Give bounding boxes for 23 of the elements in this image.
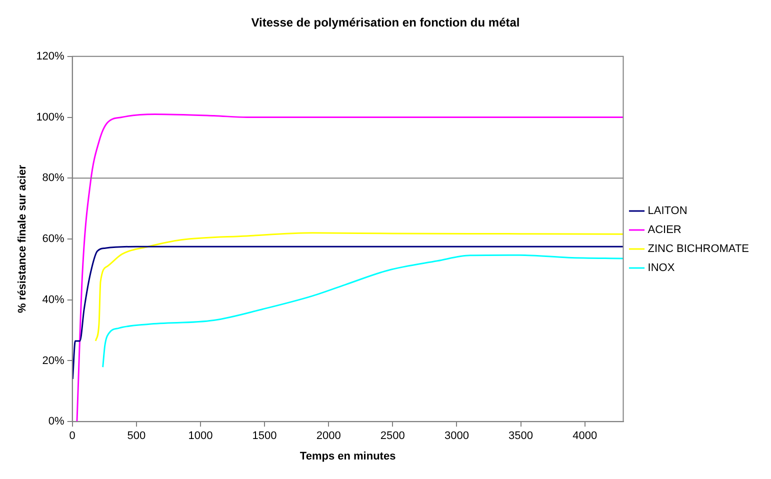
legend-label: ZINC BICHROMATE <box>648 243 750 256</box>
chart-title: Vitesse de polymérisation en fonction du métal <box>251 16 520 30</box>
y-tick-label: 20% <box>42 354 65 367</box>
legend-label: INOX <box>648 262 676 274</box>
legend-label: ACIER <box>648 224 682 236</box>
x-tick-label: 500 <box>127 430 146 442</box>
x-tick-label: 2000 <box>316 430 341 442</box>
x-tick-label: 4000 <box>572 430 598 442</box>
y-tick-label: 60% <box>42 233 65 246</box>
y-tick-label: 120% <box>36 50 65 62</box>
y-axis-title: % résistance finale sur acier <box>16 164 29 313</box>
x-tick-label: 2500 <box>380 430 405 442</box>
x-axis-title: Temps en minutes <box>300 450 396 462</box>
y-tick-label: 100% <box>36 111 65 124</box>
y-tick-label: 0% <box>48 416 65 428</box>
x-tick-label: 1000 <box>188 430 213 442</box>
legend-label: LAITON <box>648 205 688 218</box>
x-tick-label: 0 <box>69 430 76 442</box>
x-tick-label: 3000 <box>444 430 469 442</box>
x-tick-label: 1500 <box>252 430 277 442</box>
y-tick-label: 40% <box>42 294 65 306</box>
x-tick-label: 3500 <box>508 430 534 442</box>
y-tick-label: 80% <box>42 172 65 184</box>
